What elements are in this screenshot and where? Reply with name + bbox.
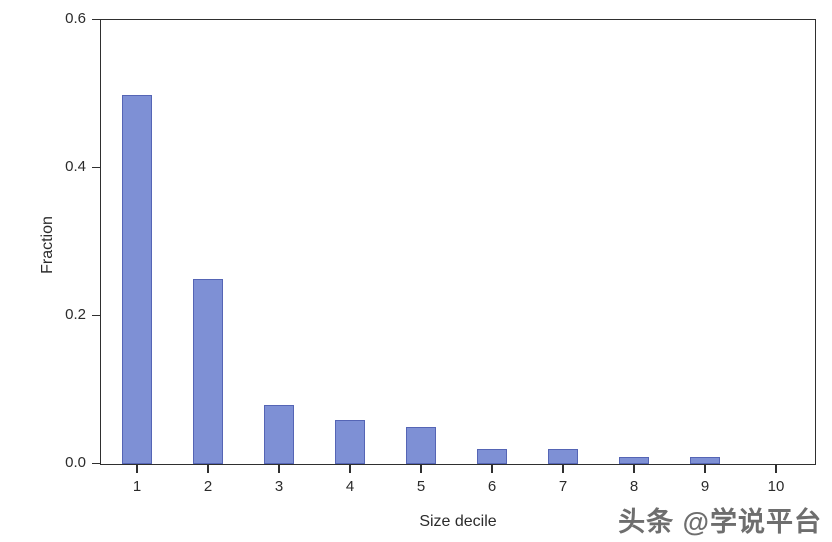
y-tick: [92, 166, 100, 168]
x-tick-label: 8: [629, 478, 639, 495]
x-tick: [420, 465, 422, 473]
x-tick: [562, 465, 564, 473]
x-tick-label: 6: [487, 478, 497, 495]
x-tick: [633, 465, 635, 473]
y-axis-title: Fraction: [39, 216, 56, 274]
bar-decile-6: [476, 449, 507, 464]
x-tick-label: 3: [274, 478, 284, 495]
bar-decile-9: [689, 457, 720, 464]
y-tick-label: 0.2: [65, 306, 86, 323]
x-tick-label: 7: [558, 478, 568, 495]
x-tick: [136, 465, 138, 473]
x-tick: [704, 465, 706, 473]
x-tick-label: 4: [345, 478, 355, 495]
x-tick-label: 1: [132, 478, 142, 495]
bar-decile-2: [192, 279, 223, 464]
y-tick: [92, 462, 100, 464]
bar-decile-7: [547, 449, 578, 464]
y-tick: [92, 314, 100, 316]
x-tick: [775, 465, 777, 473]
x-tick-label: 2: [203, 478, 213, 495]
x-axis-title: Size decile: [419, 513, 497, 530]
bar-decile-1: [121, 95, 152, 464]
y-tick-label: 0.4: [65, 158, 86, 175]
bar-decile-3: [263, 405, 294, 464]
y-tick: [92, 18, 100, 20]
x-tick-label: 5: [416, 478, 426, 495]
x-tick-label: 9: [700, 478, 710, 495]
x-tick: [491, 465, 493, 473]
y-tick-label: 0.0: [65, 454, 86, 471]
x-tick: [349, 465, 351, 473]
x-tick-label: 10: [767, 478, 785, 495]
x-tick: [207, 465, 209, 473]
bar-decile-8: [618, 457, 649, 464]
y-tick-label: 0.6: [65, 10, 86, 27]
bar-decile-5: [405, 427, 436, 464]
plot-area: [100, 19, 816, 465]
bar-decile-4: [334, 420, 365, 464]
x-tick: [278, 465, 280, 473]
watermark: 头条 @学说平台: [618, 507, 822, 537]
